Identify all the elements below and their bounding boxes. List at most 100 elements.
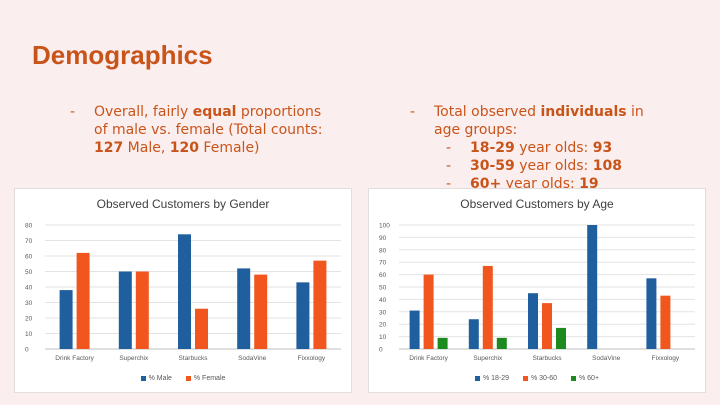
female-count: 120	[169, 140, 199, 156]
y-tick-label: 70	[379, 260, 387, 267]
chart-bar	[468, 319, 479, 349]
y-tick-label: 100	[379, 223, 390, 230]
chart-bar	[496, 337, 507, 349]
y-tick-label: 50	[25, 269, 33, 276]
age-summary-bullet: - Total observed individuals in age grou…	[410, 103, 674, 193]
gender-summary-bullet: - Overall, fairly equal proportions of m…	[70, 103, 334, 157]
bullet-text: proportions of male vs. female (Total co…	[94, 104, 323, 138]
bullet-text: in age groups:	[434, 104, 644, 138]
gender-chart-plot: 0 10 20 30 40 50 60 70 80 Drink Factory Superchix S…	[25, 223, 341, 362]
x-tick-label: Starbucks	[533, 355, 563, 362]
bullet-dash: -	[446, 176, 452, 192]
chart-bar	[76, 252, 90, 349]
y-tick-label: 10	[379, 334, 387, 341]
x-tick-label: Drink Factory	[55, 355, 94, 362]
y-tick-label: 70	[25, 238, 33, 245]
legend-item: % Female	[185, 375, 226, 382]
y-tick-label: 80	[25, 223, 33, 230]
x-tick-label: Fixxology	[652, 355, 680, 362]
age-chart: Observed Customers by Age 0 10 20 30 40 50 60 7…	[368, 188, 706, 393]
legend-swatch	[522, 375, 528, 381]
chart-title: Observed Customers by Age	[460, 197, 614, 211]
legend-swatch	[185, 375, 191, 381]
x-tick-label: Superchix	[119, 355, 149, 362]
chart-bar	[178, 234, 191, 349]
y-tick-label: 50	[379, 285, 387, 292]
legend-label: % Male	[148, 375, 172, 382]
chart-bar	[556, 327, 566, 349]
chart-bar	[254, 274, 268, 349]
chart-legend: % 18-29 % 30-60 % 60+	[369, 375, 705, 382]
bullet-bold: equal	[192, 104, 237, 120]
legend-item: % Male	[140, 375, 172, 382]
y-tick-label: 40	[379, 297, 387, 304]
age-label: 30-59	[470, 158, 515, 174]
chart-legend: % Male % Female	[15, 375, 351, 382]
y-tick-label: 20	[25, 316, 33, 323]
y-tick-label: 10	[25, 331, 33, 338]
y-tick-label: 60	[25, 254, 33, 261]
age-mid: year olds:	[514, 140, 593, 156]
bullet-text: Overall, fairly	[94, 104, 193, 120]
bullet-text: Male,	[123, 140, 170, 156]
chart-bar	[437, 337, 448, 349]
x-tick-label: Drink Factory	[409, 355, 448, 362]
legend-item: % 60+	[571, 375, 599, 382]
chart-bar	[587, 225, 598, 349]
legend-label: % 18-29	[482, 375, 510, 382]
bullet-text: Female)	[198, 140, 260, 156]
y-tick-label: 20	[379, 322, 387, 329]
age-value: 93	[592, 140, 613, 156]
y-tick-label: 90	[379, 235, 387, 242]
chart-bar	[646, 278, 657, 349]
y-tick-label: 40	[25, 285, 33, 292]
y-tick-label: 80	[379, 247, 387, 254]
legend-label: % 60+	[579, 375, 600, 382]
age-group-item: - 30-59 year olds: 108	[434, 157, 674, 175]
age-value: 108	[592, 158, 622, 174]
chart-bar	[195, 308, 208, 349]
bullet-text: Total observed	[434, 104, 541, 120]
legend-label: % 30-60	[530, 375, 558, 382]
age-mid: year olds:	[514, 158, 593, 174]
chart-bar	[528, 293, 538, 349]
chart-bar	[296, 282, 310, 349]
legend-swatch	[474, 375, 480, 381]
chart-bar	[135, 271, 149, 349]
page-title: Demographics	[32, 40, 213, 70]
chart-bar	[423, 274, 434, 349]
y-tick-label: 60	[379, 272, 387, 279]
legend-item: % 30-60	[522, 375, 558, 382]
chart-bar	[482, 265, 493, 349]
y-tick-label: 0	[379, 347, 383, 354]
chart-bar	[313, 260, 327, 349]
bullet-bold: individuals	[540, 104, 627, 120]
male-count: 127	[94, 140, 124, 156]
chart-bar	[409, 310, 420, 349]
legend-swatch	[571, 375, 576, 381]
x-tick-label: SodaVine	[592, 355, 620, 362]
age-group-item: - 18-29 year olds: 93	[434, 139, 674, 157]
chart-bar	[59, 290, 73, 349]
bullet-dash: -	[70, 104, 76, 120]
age-chart-plot: 0 10 20 30 40 50 60 70 80 90 100 Drink Factory Super…	[379, 223, 695, 362]
gender-chart: Observed Customers by Gender 0 10 20 30 40 50…	[14, 188, 352, 393]
chart-title: Observed Customers by Gender	[96, 197, 270, 211]
x-tick-label: Fixxology	[298, 355, 326, 362]
chart-bar	[118, 271, 132, 349]
x-tick-label: Starbucks	[179, 355, 209, 362]
chart-bar	[542, 303, 552, 349]
age-group-list: - 18-29 year olds: 93 - 30-59 year olds: 1…	[434, 139, 674, 193]
legend-label: % Female	[193, 375, 226, 382]
y-tick-label: 30	[379, 309, 387, 316]
legend-item: % 18-29	[474, 375, 510, 382]
bullet-dash: -	[410, 104, 416, 120]
chart-bar	[237, 268, 251, 349]
y-tick-label: 30	[25, 300, 33, 307]
age-label: 18-29	[470, 140, 515, 156]
x-tick-label: Superchix	[473, 355, 503, 362]
legend-swatch	[140, 375, 146, 381]
chart-bar	[660, 295, 671, 349]
x-tick-label: SodaVine	[238, 355, 266, 362]
bullet-dash: -	[446, 158, 452, 174]
